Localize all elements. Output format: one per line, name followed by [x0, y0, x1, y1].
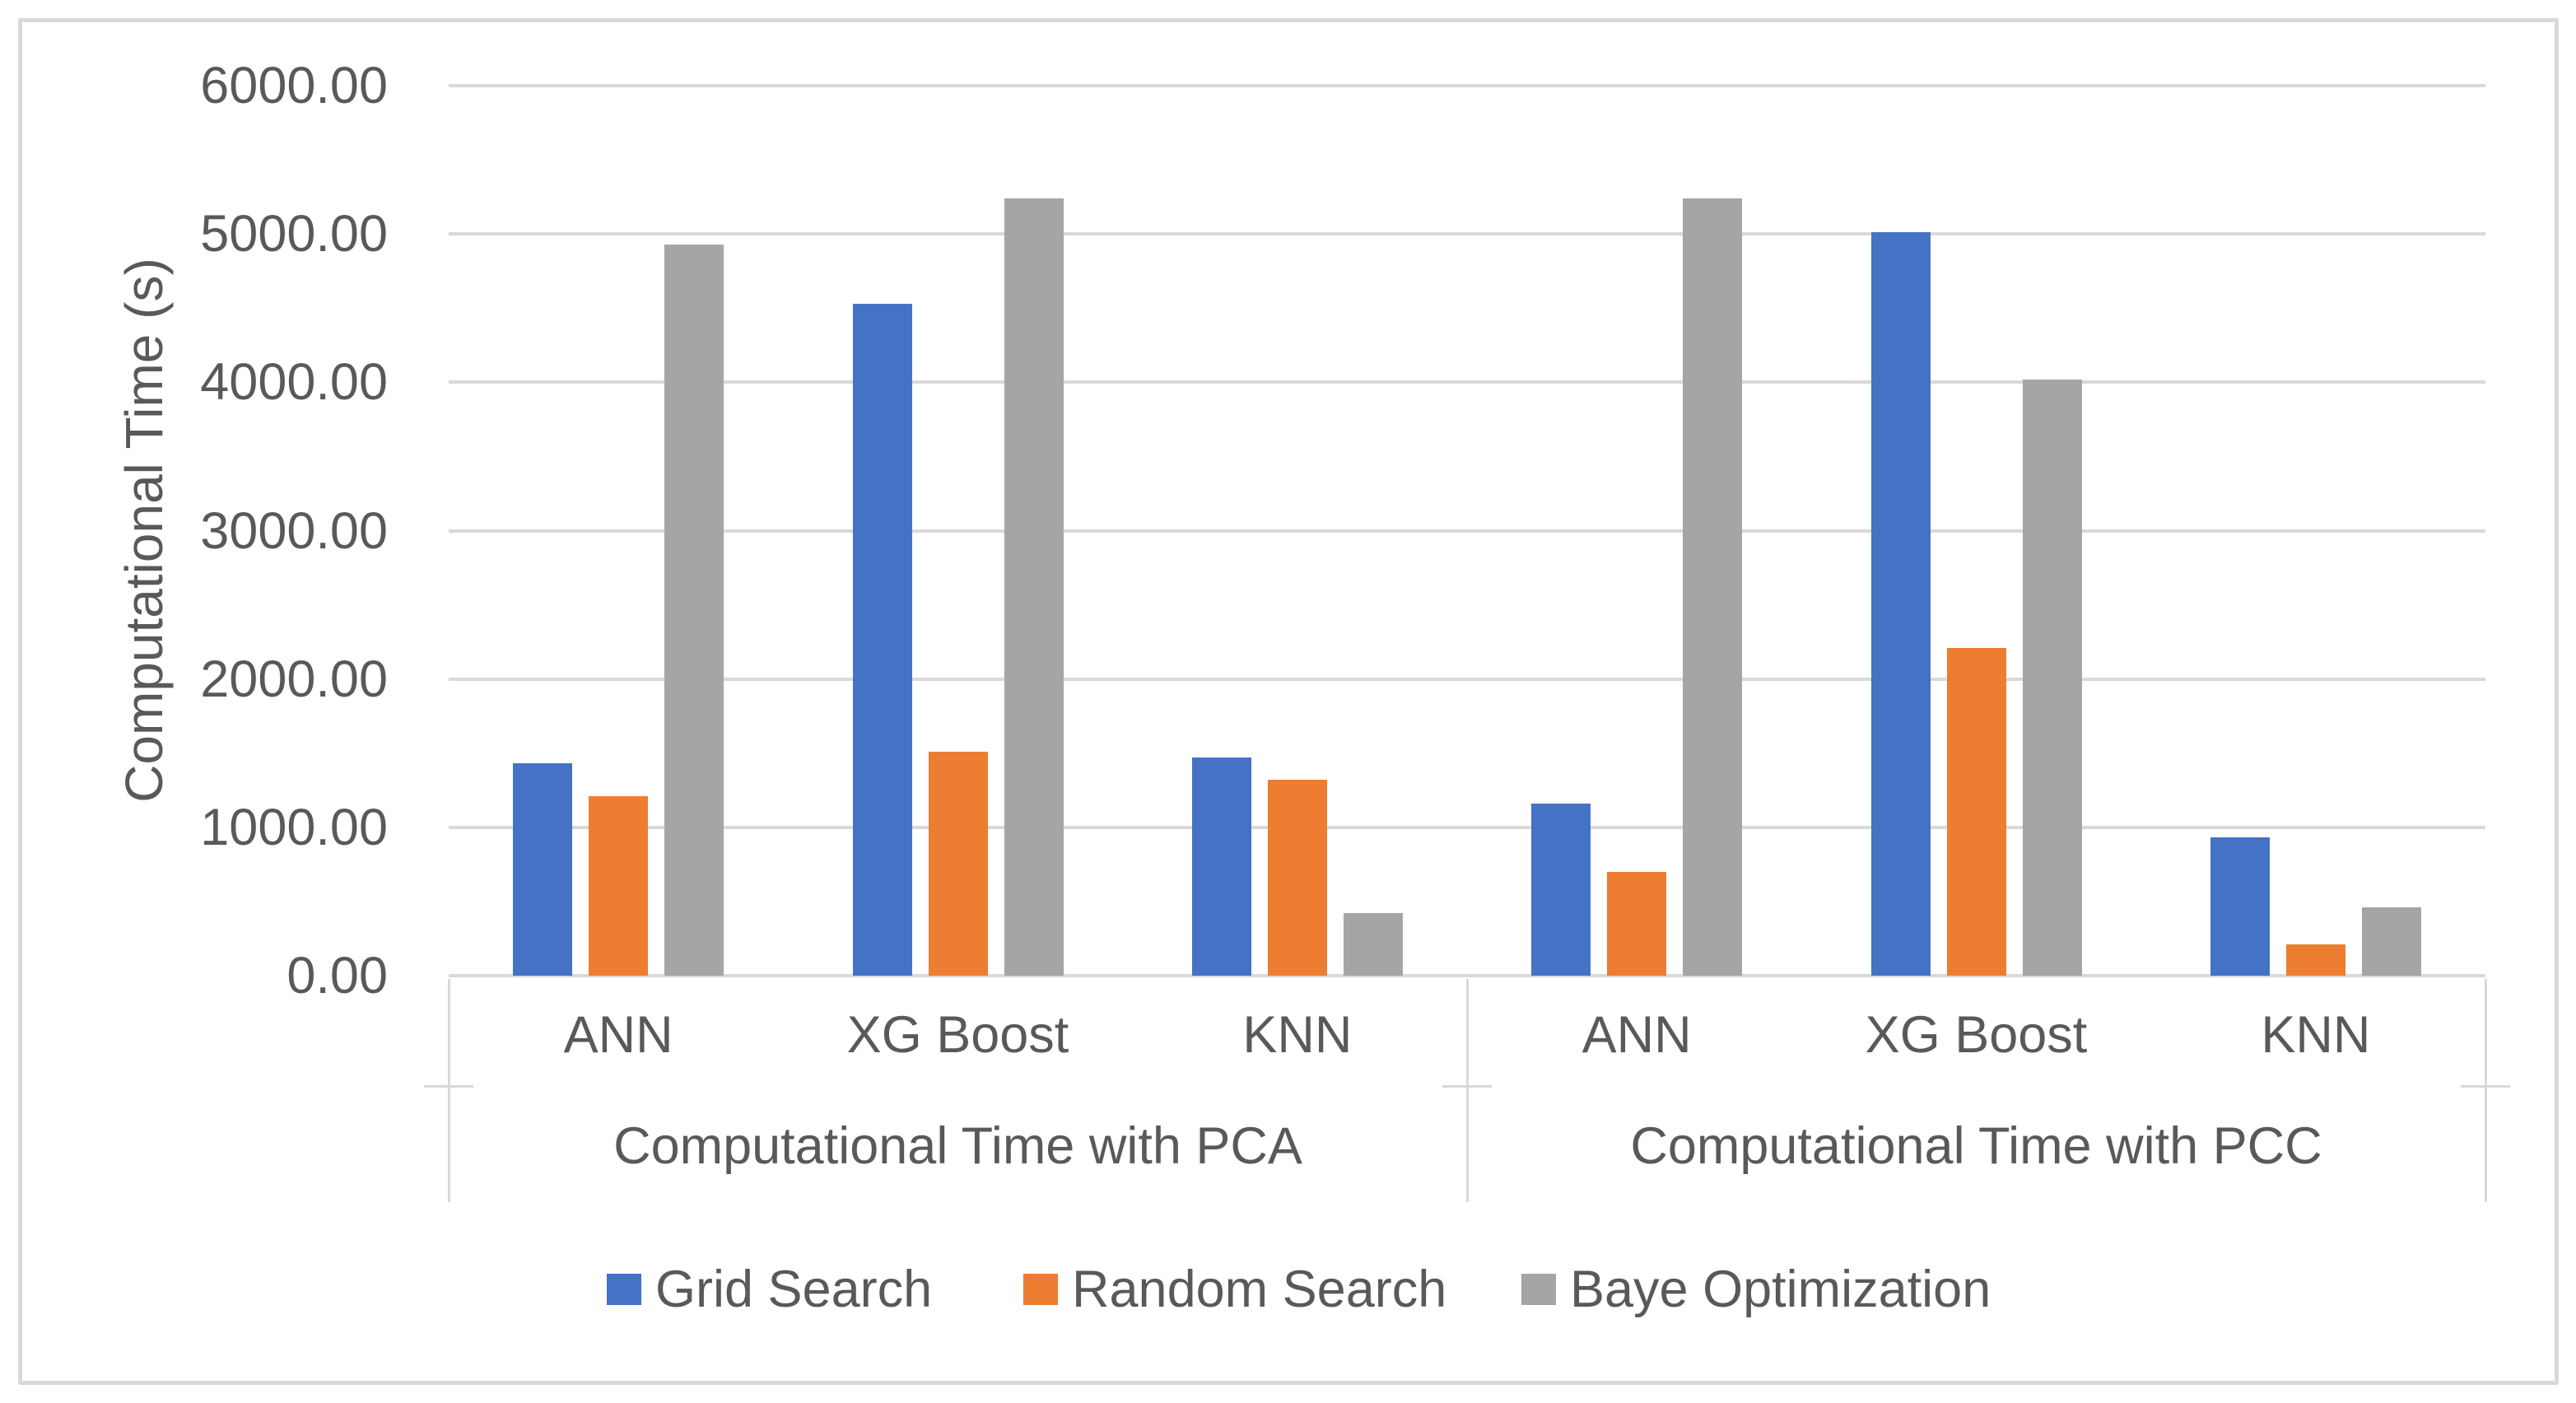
- axis-level-tick-1: [1442, 1085, 1492, 1088]
- legend-label: Random Search: [1072, 1261, 1447, 1318]
- bar-baye-optimization-1: [1004, 198, 1064, 976]
- category-label-xg-boost-4: XG Boost: [1865, 1006, 2088, 1064]
- axis-level-tick-0: [424, 1085, 473, 1088]
- bar-grid-search-2: [1191, 757, 1251, 976]
- gridline-3000: [449, 529, 2485, 533]
- bar-baye-optimization-5: [2361, 907, 2421, 976]
- category-label-knn-2: KNN: [1242, 1006, 1353, 1064]
- y-tick-label: 0.00: [286, 947, 388, 1004]
- bar-random-search-4: [1946, 647, 2006, 976]
- y-tick-label: 4000.00: [200, 353, 388, 412]
- bar-baye-optimization-0: [664, 244, 724, 976]
- bar-grid-search-1: [852, 303, 912, 976]
- category-label-ann-3: ANN: [1581, 1006, 1692, 1064]
- legend-label: Baye Optimization: [1570, 1261, 1991, 1318]
- gridline-6000: [449, 84, 2485, 87]
- bar-baye-optimization-4: [2022, 379, 2082, 976]
- legend-swatch-icon: [1023, 1274, 1058, 1305]
- gridline-0: [449, 974, 2485, 977]
- legend-swatch-icon: [1521, 1274, 1556, 1305]
- category-label-knn-5: KNN: [2261, 1006, 2371, 1064]
- bar-random-search-0: [589, 796, 649, 976]
- y-tick-label: 3000.00: [200, 501, 388, 560]
- gridline-1000: [449, 825, 2485, 829]
- legend-item-baye-optimization: Baye Optimization: [1521, 1261, 1991, 1318]
- legend-item-grid-search: Grid Search: [607, 1261, 933, 1318]
- bar-grid-search-5: [2210, 837, 2270, 976]
- bar-grid-search-0: [513, 763, 573, 976]
- gridline-4000: [449, 380, 2485, 385]
- plot-area: [449, 84, 2485, 977]
- category-label-ann-0: ANN: [563, 1006, 673, 1064]
- bar-random-search-3: [1607, 871, 1667, 976]
- bar-grid-search-4: [1870, 232, 1931, 976]
- bar-grid-search-3: [1531, 804, 1591, 976]
- bar-baye-optimization-2: [1343, 913, 1403, 976]
- legend-swatch-icon: [607, 1274, 641, 1305]
- bar-random-search-5: [2285, 944, 2345, 976]
- axis-level-tick-2: [2461, 1085, 2510, 1088]
- legend-item-random-search: Random Search: [1023, 1261, 1447, 1318]
- group-label-pca: Computational Time with PCA: [613, 1117, 1302, 1175]
- y-tick-label: 5000.00: [200, 205, 388, 263]
- gridline-5000: [449, 232, 2485, 236]
- group-label-pcc: Computational Time with PCC: [1630, 1117, 2322, 1175]
- bar-baye-optimization-3: [1683, 198, 1743, 976]
- y-tick-label: 2000.00: [200, 650, 388, 708]
- category-label-xg-boost-1: XG Boost: [846, 1006, 1069, 1064]
- gridline-2000: [449, 677, 2485, 681]
- axis-separator-line-0: [447, 979, 450, 1202]
- y-tick-label: 6000.00: [200, 57, 388, 114]
- axis-separator-line-2: [2484, 979, 2487, 1202]
- axis-separator-line-1: [1465, 979, 1469, 1202]
- legend-label: Grid Search: [655, 1261, 933, 1318]
- bar-random-search-2: [1267, 780, 1327, 976]
- bar-random-search-1: [928, 751, 988, 976]
- y-tick-label: 1000.00: [200, 798, 388, 856]
